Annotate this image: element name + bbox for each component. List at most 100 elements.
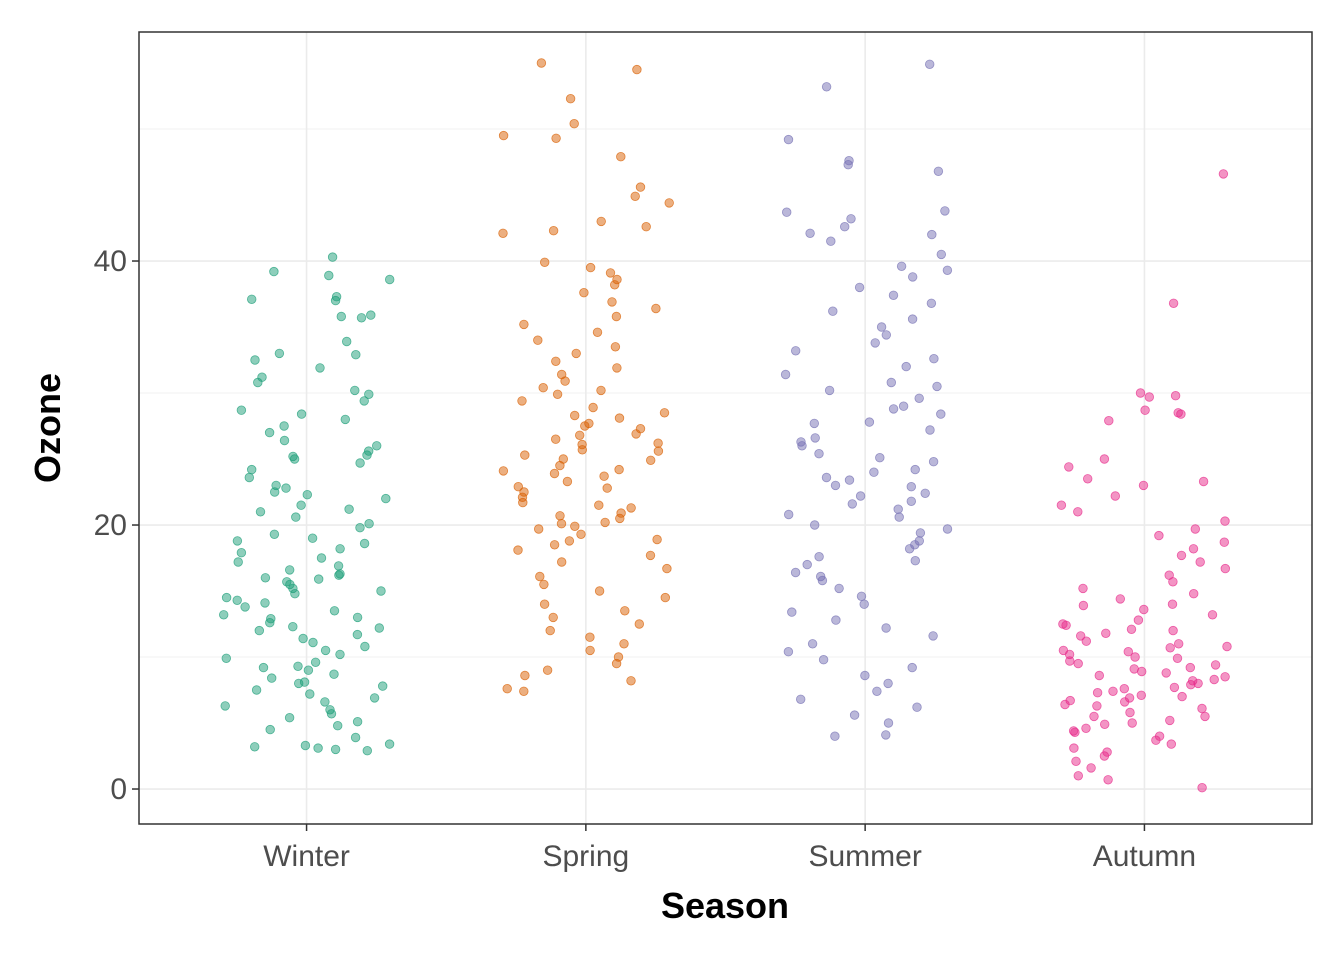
data-point-winter (333, 721, 343, 731)
data-point-spring (630, 191, 640, 202)
data-point-winter (285, 565, 295, 575)
data-point-autumn (1092, 701, 1102, 711)
data-point-autumn (1169, 682, 1180, 693)
data-point-winter (359, 538, 370, 549)
data-point-summer (831, 615, 841, 625)
data-point-winter (324, 270, 334, 281)
data-point-summer (796, 437, 806, 447)
data-point-autumn (1200, 711, 1210, 722)
data-point-winter (250, 355, 260, 365)
data-point-summer (784, 509, 794, 520)
data-point-autumn (1126, 624, 1137, 635)
data-point-winter (279, 421, 289, 431)
data-point-winter (260, 573, 271, 583)
y-tick-label: 40 (94, 245, 127, 278)
data-point-spring (580, 421, 590, 431)
data-point-summer (881, 623, 891, 633)
data-point-winter (264, 427, 275, 438)
data-point-winter (330, 744, 341, 755)
data-point-summer (843, 159, 853, 170)
data-point-spring (545, 625, 555, 636)
data-point-autumn (1161, 668, 1171, 678)
data-point-autumn (1166, 739, 1177, 749)
data-point-spring (594, 500, 604, 510)
data-point-winter (359, 396, 369, 406)
y-tick-label: 0 (110, 773, 127, 806)
data-point-autumn (1125, 707, 1135, 718)
data-point-spring (585, 645, 595, 656)
data-point-spring (498, 466, 509, 476)
data-point-summer (821, 472, 832, 483)
data-point-winter (232, 536, 243, 546)
data-point-spring (596, 385, 606, 396)
data-point-spring (576, 529, 586, 540)
data-point-winter (378, 681, 388, 691)
data-point-winter (265, 618, 275, 628)
data-point-winter (269, 529, 280, 540)
data-point-spring (646, 455, 656, 466)
data-point-winter (352, 629, 363, 640)
data-point-spring (539, 599, 550, 609)
data-point-spring (588, 402, 598, 413)
data-point-autumn (1154, 530, 1164, 541)
data-point-summer (928, 631, 938, 641)
data-point-summer (787, 607, 797, 617)
data-point-spring (558, 454, 569, 464)
data-point-autumn (1220, 516, 1230, 526)
data-point-winter (335, 649, 345, 660)
data-point-winter (270, 487, 280, 497)
data-point-spring (592, 327, 603, 338)
data-point-spring (534, 524, 544, 534)
data-point-summer (834, 583, 844, 594)
data-point-spring (551, 434, 561, 444)
data-point-winter (314, 574, 324, 584)
data-point-winter (307, 533, 318, 543)
data-point-winter (333, 561, 344, 571)
data-point-autumn (1195, 557, 1205, 567)
data-point-winter (240, 602, 250, 612)
data-point-winter (381, 493, 391, 504)
data-point-winter (350, 732, 361, 743)
x-tick-label: Autumn (1093, 840, 1196, 873)
data-point-spring (518, 497, 528, 508)
data-point-autumn (1073, 771, 1084, 781)
data-point-winter (364, 519, 374, 529)
data-point-autumn (1058, 619, 1068, 629)
data-point-spring (570, 410, 580, 421)
data-point-autumn (1064, 462, 1074, 472)
data-point-winter (246, 294, 257, 305)
data-point-winter (249, 742, 260, 752)
data-point-autumn (1108, 686, 1118, 697)
data-point-autumn (1135, 388, 1146, 398)
data-point-spring (548, 225, 559, 236)
data-point-summer (928, 457, 939, 467)
data-point-summer (929, 354, 939, 364)
data-point-spring (564, 536, 575, 546)
data-point-summer (809, 418, 820, 429)
data-point-summer (927, 229, 937, 240)
data-point-winter (310, 657, 321, 668)
data-point-autumn (1110, 491, 1121, 501)
data-point-winter (290, 589, 300, 599)
data-point-summer (860, 670, 870, 681)
data-point-summer (859, 599, 869, 609)
data-points (218, 58, 1232, 793)
data-point-summer (908, 272, 918, 282)
data-point-autumn (1220, 563, 1231, 574)
data-point-winter (372, 441, 382, 451)
data-point-summer (826, 236, 836, 246)
data-point-spring (540, 257, 550, 268)
data-point-autumn (1170, 391, 1181, 401)
data-point-winter (300, 740, 311, 751)
data-point-winter (291, 512, 301, 522)
data-point-summer (810, 520, 820, 530)
data-point-spring (585, 262, 596, 273)
data-point-spring (548, 612, 558, 623)
data-point-spring (552, 389, 563, 400)
data-point-summer (847, 499, 858, 509)
data-point-autumn (1218, 169, 1229, 179)
data-point-summer (926, 298, 937, 309)
data-point-winter (362, 746, 373, 756)
data-point-winter (218, 610, 229, 620)
